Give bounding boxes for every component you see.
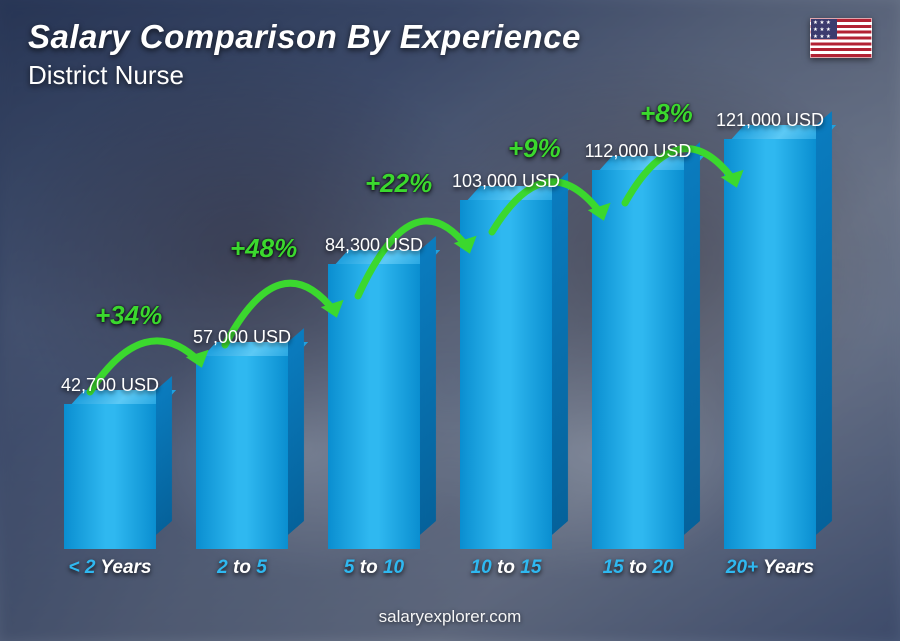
bar-side-face [816, 111, 832, 535]
page-subtitle: District Nurse [28, 60, 581, 91]
bar-side-face [288, 328, 304, 535]
bar-group: 84,300 USD [308, 235, 440, 549]
bar-value-label: 103,000 USD [452, 171, 560, 192]
footer-attribution: salaryexplorer.com [0, 607, 900, 627]
category-label: < 2 Years [44, 557, 176, 579]
bar [328, 264, 420, 549]
bar-front-face [64, 404, 156, 549]
bar-front-face [460, 200, 552, 549]
bar-front-face [724, 139, 816, 549]
bar-front-face [328, 264, 420, 549]
pct-change-label: +22% [365, 168, 432, 199]
bar [64, 404, 156, 549]
pct-change-label: +48% [230, 233, 297, 264]
bar-value-label: 121,000 USD [716, 110, 824, 131]
header: Salary Comparison By Experience District… [28, 18, 872, 91]
country-flag-us [810, 18, 872, 58]
category-label: 2 to 5 [176, 557, 308, 579]
bar-group: 103,000 USD [440, 171, 572, 549]
bar-side-face [420, 236, 436, 535]
bar-group: 112,000 USD [572, 141, 704, 549]
bar [196, 356, 288, 549]
bar-side-face [156, 376, 172, 535]
bar [460, 200, 552, 549]
bar-value-label: 112,000 USD [585, 141, 692, 162]
bar-group: 57,000 USD [176, 327, 308, 549]
bar-group: 42,700 USD [44, 375, 176, 549]
page-title: Salary Comparison By Experience [28, 18, 581, 56]
category-label: 15 to 20 [572, 557, 704, 579]
pct-change-label: +8% [640, 98, 693, 129]
bar-value-label: 42,700 USD [61, 375, 159, 396]
category-label: 5 to 10 [308, 557, 440, 579]
category-label: 20+ Years [704, 557, 836, 579]
bar-front-face [196, 356, 288, 549]
category-label: 10 to 15 [440, 557, 572, 579]
pct-change-label: +9% [508, 133, 561, 164]
category-labels: < 2 Years2 to 55 to 1010 to 1515 to 2020… [44, 557, 836, 579]
chart-area: 42,700 USD 57,000 USD 84,300 USD 103,000 US… [44, 99, 836, 579]
bar-value-label: 84,300 USD [325, 235, 423, 256]
bar-side-face [684, 142, 700, 535]
pct-change-label: +34% [95, 300, 162, 331]
bar [724, 139, 816, 549]
bars-container: 42,700 USD 57,000 USD 84,300 USD 103,000 US… [44, 109, 836, 549]
title-block: Salary Comparison By Experience District… [28, 18, 581, 91]
bar-side-face [552, 172, 568, 535]
bar-value-label: 57,000 USD [193, 327, 291, 348]
bar-front-face [592, 170, 684, 549]
bar [592, 170, 684, 549]
bar-group: 121,000 USD [704, 110, 836, 549]
